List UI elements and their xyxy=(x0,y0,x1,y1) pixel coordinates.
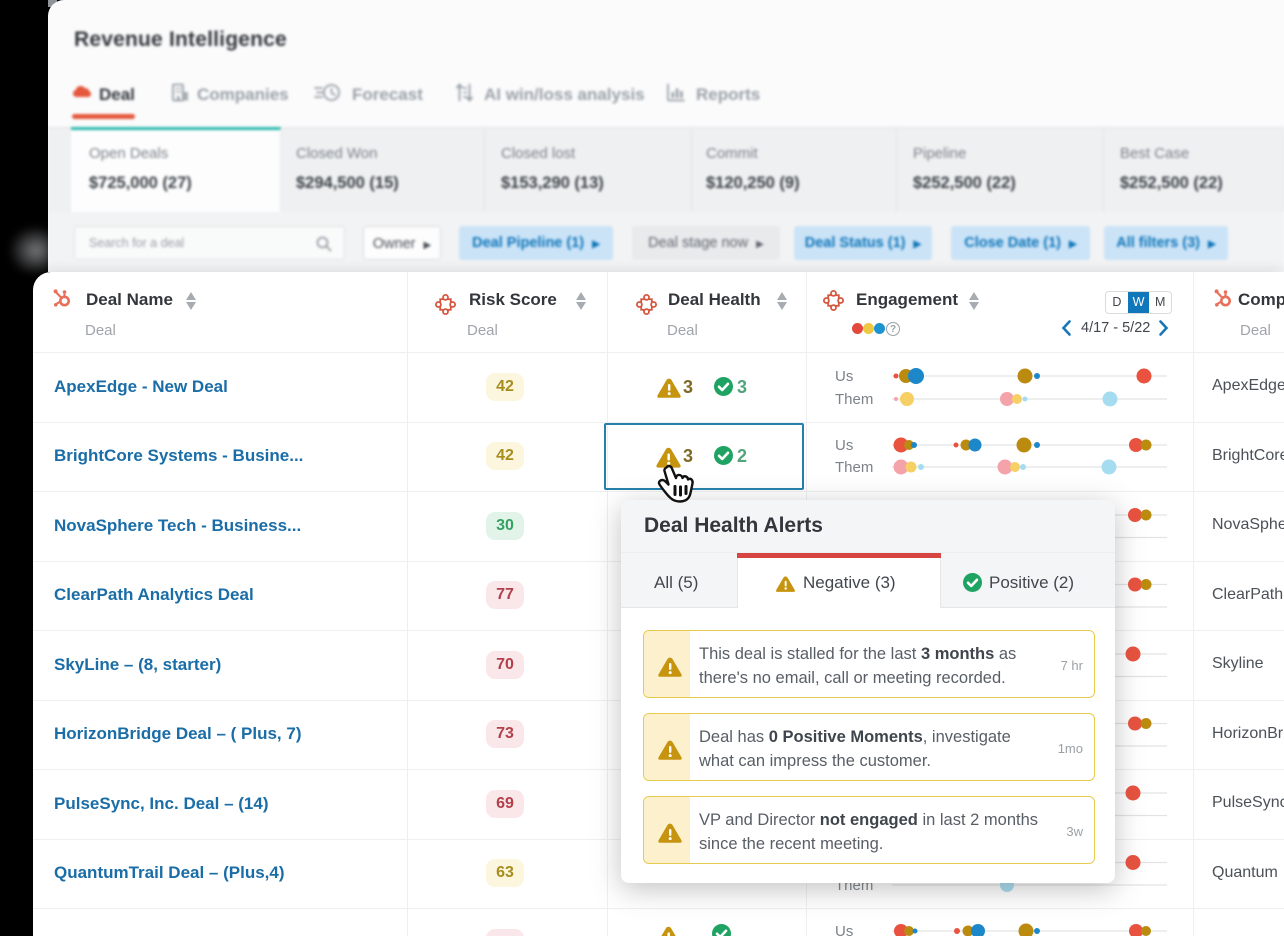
svg-text:Us: Us xyxy=(835,437,853,454)
svg-text:Them: Them xyxy=(835,391,873,408)
svg-text:Us: Us xyxy=(835,368,853,385)
svg-text:Them: Them xyxy=(835,459,873,476)
svg-text:Us: Us xyxy=(835,923,853,936)
